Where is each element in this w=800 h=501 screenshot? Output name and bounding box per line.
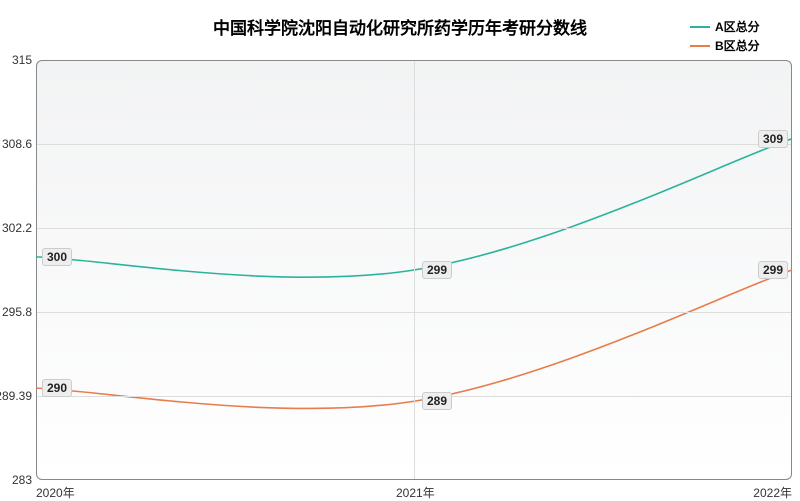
data-label: 299 [758,261,788,279]
data-label: 289 [422,392,452,410]
y-tick-label: 283 [12,473,32,487]
x-tick-label: 2022年 [753,484,792,501]
x-tick-label: 2020年 [36,484,75,501]
y-tick-label: 289.39 [0,389,32,403]
data-label: 290 [42,379,72,397]
y-tick-label: 315 [12,53,32,67]
y-tick-label: 308.6 [2,137,32,151]
data-label: 299 [422,261,452,279]
gridline-v [414,61,415,479]
y-tick-label: 302.2 [2,221,32,235]
data-label: 309 [758,130,788,148]
data-label: 300 [42,248,72,266]
chart-container: 中国科学院沈阳自动化研究所药学历年考研分数线 A区总分 B区总分 283289.… [0,0,800,500]
y-tick-label: 295.8 [2,305,32,319]
x-tick-label: 2021年 [396,484,435,501]
chart-svg [0,0,800,500]
